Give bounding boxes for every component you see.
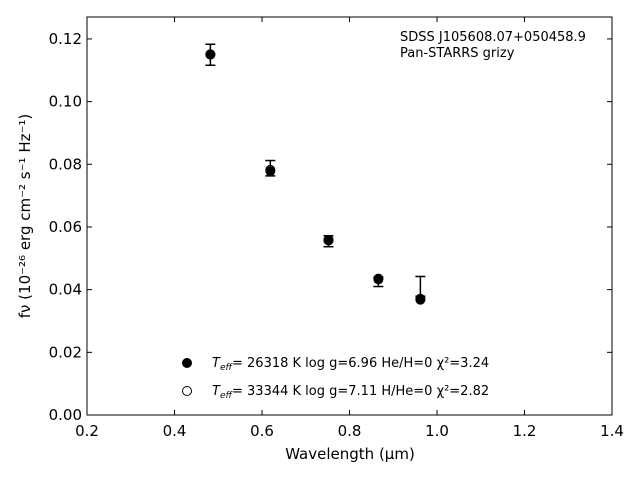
x-tick-label: 0.8 [338,422,362,440]
legend-symbol: T [212,356,221,371]
y-tick-label: 0.04 [49,281,82,299]
model-point-open [265,164,276,175]
legend-entry-2: Teff= 33344 K log g=7.11 H/He=0 χ²=2.82 [212,384,489,401]
x-tick-label: 1.0 [425,422,449,440]
error-bars [205,43,426,297]
x-axis-label: Wavelength (μm) [285,445,415,463]
model-point-open [323,234,334,245]
x-tick-label: 0.6 [250,422,274,440]
x-tick-label: 0.2 [75,422,99,440]
legend-marker-open [182,386,192,396]
annotation-line-1: SDSS J105608.07+050458.9 [400,30,586,45]
y-axis-label: fν (10⁻²⁶ erg cm⁻² s⁻¹ Hz⁻¹) [16,114,34,319]
x-tick-label: 1.2 [513,422,537,440]
y-tick-label: 0.12 [49,30,82,48]
axis-ticks: 0.2 0.4 0.6 0.8 1.0 1.2 1.4 0.00 0.02 0.04 0.06 0.0… [49,17,624,440]
model-point-open [373,273,384,284]
legend-entry-1: Teff= 26318 K log g=6.96 He/H=0 χ²=3.24 [212,356,489,373]
y-tick-label: 0.08 [49,155,82,173]
legend-marker-filled [182,358,192,368]
legend-symbol: T [212,384,221,399]
legend: Teff= 26318 K log g=6.96 He/H=0 χ²=3.24 … [182,356,489,401]
y-tick-label: 0.02 [49,343,82,361]
data-points [205,49,426,305]
y-tick-label: 0.06 [49,218,82,236]
x-tick-label: 0.4 [163,422,187,440]
legend-label-2: = 33344 K log g=7.11 H/He=0 χ²=2.82 [232,384,489,399]
model-point-open [205,49,216,60]
y-tick-label: 0.10 [49,93,82,111]
legend-symbol-sub: eff [220,391,234,401]
x-tick-label: 1.4 [600,422,624,440]
y-tick-label: 0.00 [49,406,82,424]
legend-label-1: = 26318 K log g=6.96 He/H=0 χ²=3.24 [232,356,489,371]
model-point-open [415,293,426,304]
legend-symbol-sub: eff [220,363,234,373]
annotation-line-2: Pan-STARRS grizy [400,46,515,61]
